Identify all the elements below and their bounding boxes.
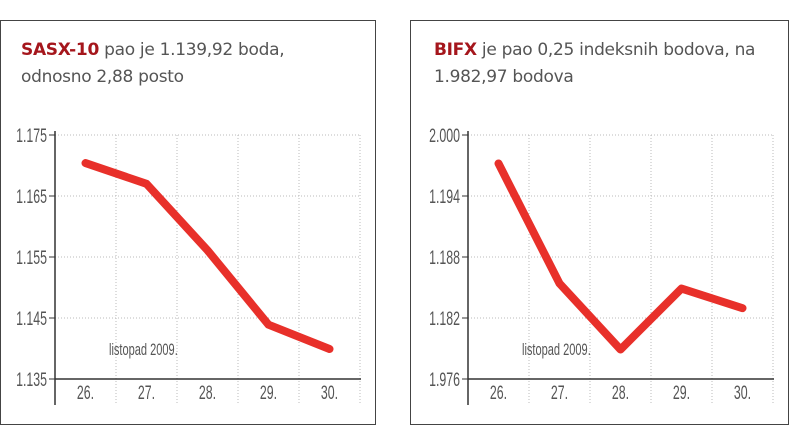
headline-text: pao je 1.139,92 boda,: [98, 40, 285, 60]
x-tick-label: 30.: [734, 382, 751, 403]
sasx10-line-chart: 1.175 1.165 1.155 1.145 1.135 26. 27. 28. 29. 30.…: [16, 125, 361, 405]
chart-headline: BIFX je pao 0,25 indeksnih bodova, na 1.…: [434, 37, 755, 91]
y-tick-label: 2.000: [429, 125, 460, 146]
headline-line2: 1.982,97 bodova: [434, 67, 574, 87]
y-tick-label: 1.175: [16, 125, 47, 146]
y-tick-label: 1.188: [429, 247, 460, 268]
x-tick-label: 26.: [77, 382, 94, 403]
x-tick-label: 29.: [260, 382, 277, 403]
x-tick-label: 26.: [490, 382, 507, 403]
y-tick-label: 1.182: [429, 308, 460, 329]
bifx-chart-panel: BIFX je pao 0,25 indeksnih bodova, na 1.…: [410, 20, 789, 425]
y-tick-label: 1.155: [16, 247, 47, 268]
index-name: SASX-10: [21, 40, 99, 60]
chart-headline: SASX-10 pao je 1.139,92 boda, odnosno 2,…: [21, 37, 285, 91]
series-line: [81, 159, 334, 353]
index-name: BIFX: [434, 40, 477, 60]
y-tick-label: 1.165: [16, 186, 47, 207]
y-tick-label: 1.194: [429, 186, 460, 207]
x-tick-label: 28.: [612, 382, 629, 403]
x-tick-label: 30.: [321, 382, 338, 403]
date-annotation: listopad 2009.: [522, 341, 591, 360]
headline-text: je pao 0,25 indeksnih bodova, na: [476, 40, 756, 60]
x-tick-label: 29.: [673, 382, 690, 403]
y-tick-label: 1.976: [429, 369, 460, 390]
series-line: [494, 159, 747, 354]
headline-line2: odnosno 2,88 posto: [21, 67, 184, 87]
sasx10-chart-panel: SASX-10 pao je 1.139,92 boda, odnosno 2,…: [0, 20, 376, 425]
y-tick-label: 1.145: [16, 308, 47, 329]
bifx-line-chart: 2.000 1.194 1.188 1.182 1.976 26. 27. 28. 29. 30.…: [429, 125, 774, 405]
x-tick-label: 27.: [551, 382, 568, 403]
y-tick-label: 1.135: [16, 369, 47, 390]
x-tick-label: 28.: [199, 382, 216, 403]
x-tick-label: 27.: [138, 382, 155, 403]
date-annotation: listopad 2009.: [109, 341, 178, 360]
